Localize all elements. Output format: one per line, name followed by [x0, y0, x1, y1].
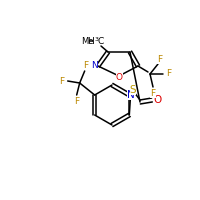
Text: F: F: [74, 97, 79, 106]
Text: C: C: [98, 38, 104, 46]
Text: H: H: [87, 38, 94, 46]
Text: S: S: [130, 85, 136, 95]
Text: Me: Me: [82, 38, 94, 46]
Text: F: F: [59, 76, 64, 86]
Text: O: O: [116, 72, 122, 82]
Text: N: N: [127, 90, 135, 100]
Text: O: O: [153, 95, 161, 105]
Text: F: F: [166, 70, 172, 78]
Text: 3: 3: [95, 37, 98, 42]
Text: F: F: [157, 54, 163, 64]
Text: F: F: [150, 88, 156, 98]
Text: N: N: [92, 62, 98, 71]
Text: F: F: [83, 60, 88, 70]
